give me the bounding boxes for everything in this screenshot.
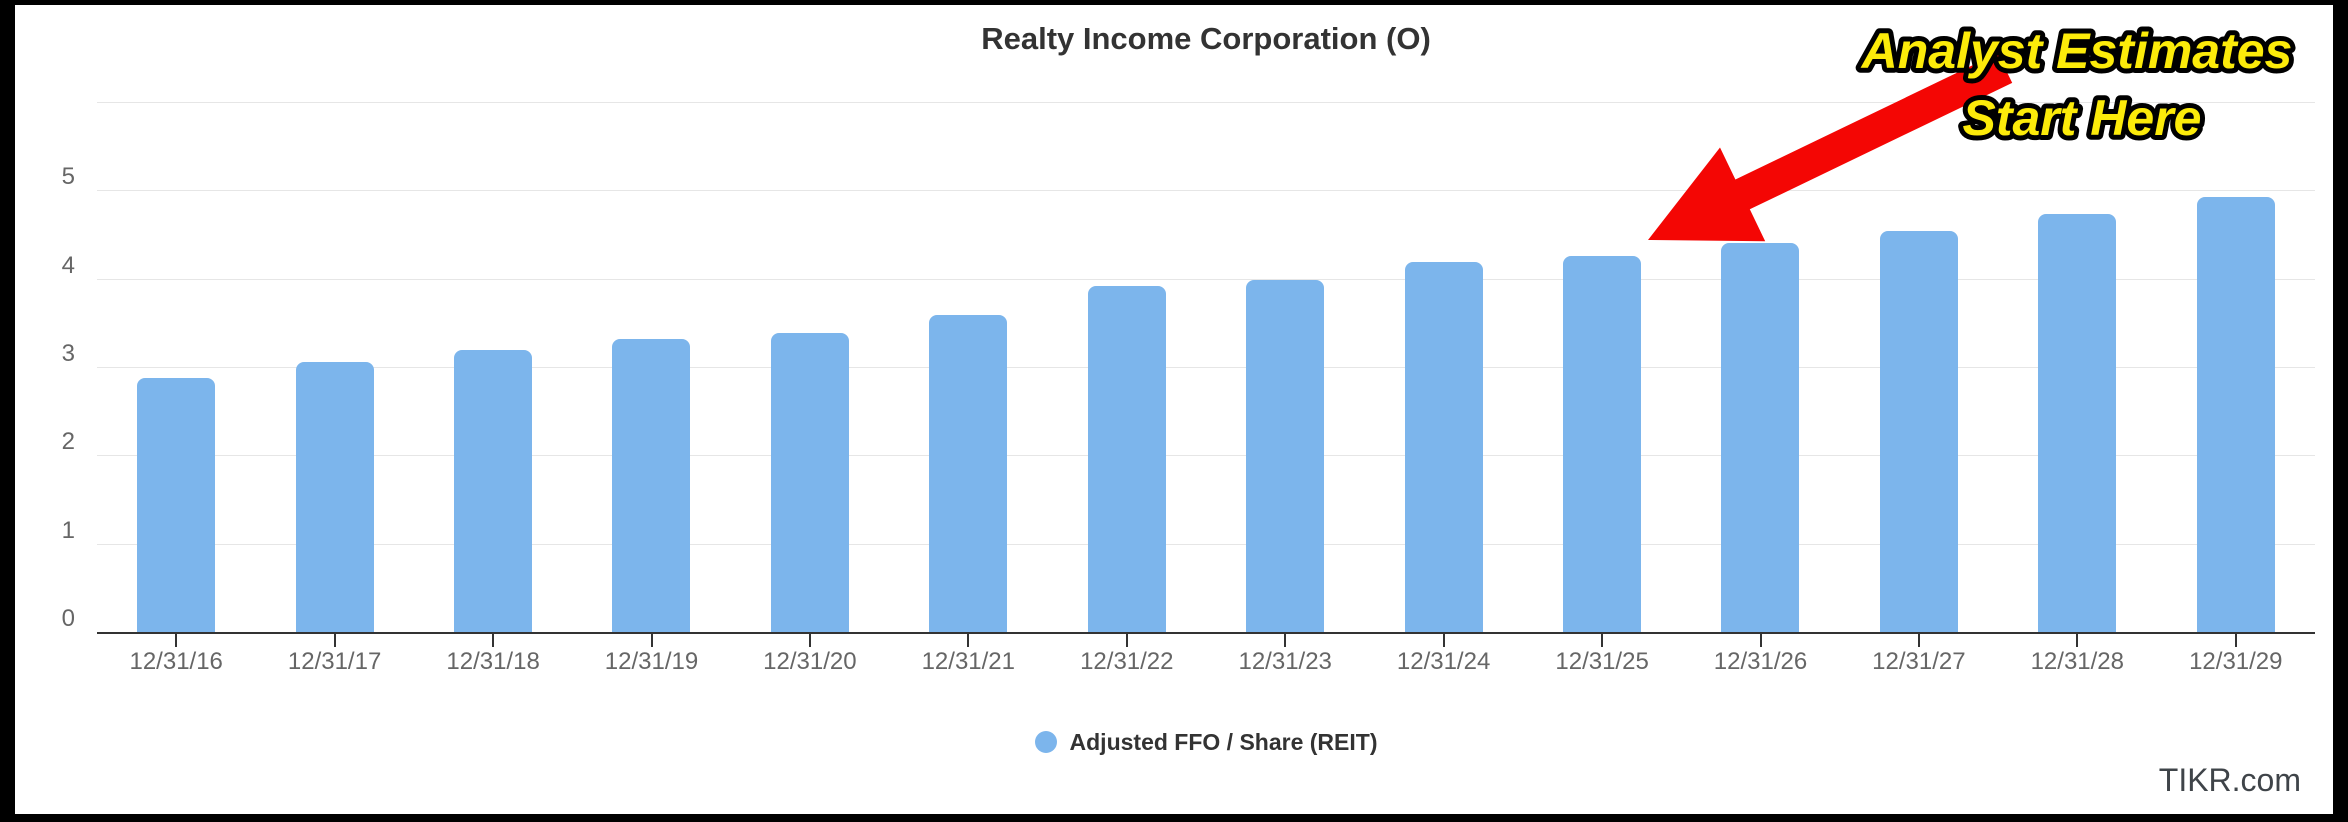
x-axis-line [97, 632, 2315, 634]
x-axis-label-12-31-27: 12/31/27 [1872, 648, 1966, 675]
x-axis-tick [1125, 634, 1128, 647]
y-axis-label-3: 3 [61, 340, 75, 367]
bar-12-31-29[interactable] [2196, 196, 2275, 632]
x-axis-label-12-31-26: 12/31/26 [1713, 648, 1808, 675]
x-axis-tick [1442, 634, 1445, 647]
legend-marker-icon [1034, 731, 1057, 753]
bar-12-31-21[interactable] [929, 314, 1008, 632]
bar-12-31-16[interactable] [137, 377, 216, 632]
y-axis-label-1: 1 [61, 516, 75, 544]
y-axis-label-4: 4 [61, 251, 75, 279]
x-axis-label-12-31-21: 12/31/21 [921, 648, 1015, 675]
bar-slot [1998, 102, 2156, 632]
x-axis-label-12-31-20: 12/31/20 [763, 648, 857, 675]
x-axis-tick [1601, 634, 1604, 647]
x-axis-tick [1759, 634, 1762, 647]
y-axis-label-2: 2 [61, 428, 75, 456]
bar-slot [1364, 102, 1522, 632]
bar-slot [97, 102, 255, 632]
bar-slot [255, 102, 413, 632]
gridline-y2 [97, 455, 2315, 457]
x-axis-label-12-31-22: 12/31/22 [1080, 648, 1174, 675]
bar-12-31-19[interactable] [612, 338, 691, 632]
bar-slot [2156, 102, 2314, 632]
bar-slot [889, 102, 1047, 632]
tikr-watermark: TIKR.com [2158, 762, 2301, 798]
x-axis-tick [175, 634, 178, 647]
x-axis-label-12-31-16: 12/31/16 [129, 648, 223, 675]
chart-title: Realty Income Corporation (O) [981, 21, 1431, 56]
gridline-y5 [97, 190, 2315, 192]
bar-slot [572, 102, 730, 632]
x-axis-tick [2234, 634, 2237, 647]
bar-slot [1523, 102, 1681, 632]
bar-12-31-17[interactable] [295, 361, 374, 632]
legend-label: Adjusted FFO / Share (REIT) [1069, 728, 1378, 755]
bar-12-31-20[interactable] [770, 332, 849, 632]
x-axis-label-12-31-23: 12/31/23 [1238, 648, 1332, 675]
x-axis-tick [967, 634, 970, 647]
gridline-y4 [97, 278, 2315, 280]
x-axis-label-12-31-19: 12/31/19 [604, 648, 699, 675]
bar-12-31-28[interactable] [2038, 214, 2117, 632]
bar-12-31-25[interactable] [1563, 255, 1641, 632]
bar-slot [731, 102, 889, 632]
y-axis-label-5: 5 [61, 163, 75, 191]
gridline-y6 [97, 102, 2315, 103]
x-axis-label-12-31-28: 12/31/28 [2030, 648, 2124, 675]
x-axis-tick [333, 634, 336, 647]
bar-slot [1681, 102, 1839, 632]
bar-12-31-24[interactable] [1404, 261, 1483, 632]
bar-12-31-22[interactable] [1087, 285, 1166, 632]
y-axis-label-0: 0 [61, 605, 75, 632]
x-axis-label-12-31-17: 12/31/17 [287, 648, 382, 675]
x-axis-tick [492, 634, 495, 647]
x-axis-label-12-31-29: 12/31/29 [2189, 648, 2283, 675]
x-axis-label-12-31-25: 12/31/25 [1555, 648, 1649, 675]
bar-slot [1840, 102, 1998, 632]
x-axis-tick [650, 634, 653, 647]
x-axis-tick [2076, 634, 2079, 647]
bar-12-31-18[interactable] [454, 350, 533, 632]
bar-slot [1048, 102, 1206, 632]
x-axis-tick [808, 634, 811, 647]
x-axis-label-12-31-18: 12/31/18 [446, 648, 540, 675]
bar-slot [414, 102, 572, 632]
bar-12-31-27[interactable] [1879, 231, 1958, 632]
x-axis-label-12-31-24: 12/31/24 [1396, 648, 1491, 675]
legend[interactable]: Adjusted FFO / Share (REIT) [97, 727, 2315, 757]
x-axis-tick [1917, 634, 1920, 647]
bar-series [97, 102, 2315, 632]
gridline-y3 [97, 367, 2315, 368]
chart-container: Realty Income Corporation (O) 0 1 2 3 4 5 12/3… [15, 5, 2333, 814]
x-axis-tick [1284, 634, 1287, 647]
gridline-y1 [97, 543, 2315, 545]
bar-12-31-23[interactable] [1246, 280, 1325, 632]
bar-slot [1206, 102, 1364, 632]
bar-12-31-26[interactable] [1721, 243, 1800, 632]
